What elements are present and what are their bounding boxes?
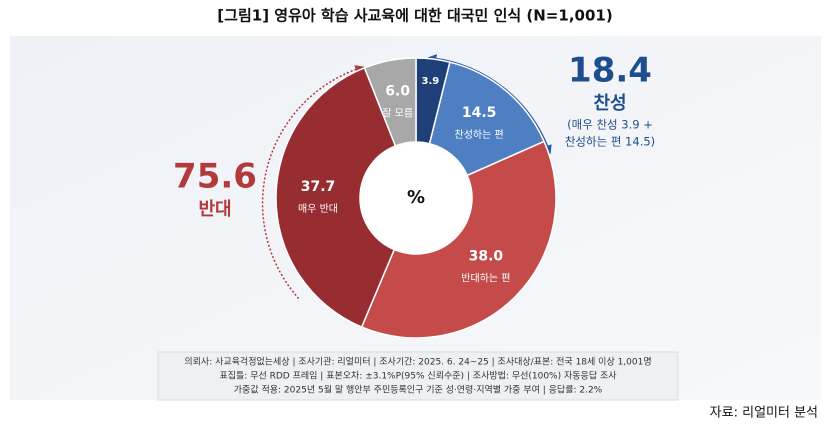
donut-segment (363, 57, 417, 147)
agree-note: (매우 찬성 3.9 + (567, 118, 653, 132)
donut-segment (275, 66, 397, 329)
value-label: 37.7 (301, 179, 336, 195)
category-label: 찬성하는 편 (455, 128, 504, 141)
category-label: 매우 반대 (298, 203, 338, 215)
agree-total: 18.4 (568, 51, 652, 91)
disagree-label: 반대 (198, 199, 231, 220)
value-label: 3.9 (422, 76, 440, 87)
agree-arc (427, 54, 552, 155)
footnote-line: 가중값 적용: 2025년 5월 말 행안부 주민등록인구 기준 성·연령·지역… (234, 384, 603, 396)
center-label: % (407, 187, 425, 208)
value-label: 38.0 (469, 249, 504, 265)
value-label: 14.5 (462, 105, 497, 121)
footnote-line: 의뢰사: 사교육걱정없는세상 | 조사기관: 리얼미터 | 조사기간: 2025… (184, 356, 651, 368)
disagree-arc (261, 65, 365, 301)
donut-segment (360, 140, 557, 339)
category-label: 잘 모름 (382, 108, 413, 120)
agree-label: 찬성 (593, 93, 626, 114)
agree-note: 찬성하는 편 14.5) (565, 135, 655, 149)
category-label: 반대하는 편 (461, 272, 510, 285)
value-label: 6.0 (385, 84, 410, 100)
disagree-total: 75.6 (173, 157, 257, 197)
chart-title: [그림1] 영유아 학습 사교육에 대한 대국민 인식 (N=1,001) (217, 7, 612, 25)
donut-hole (361, 143, 471, 253)
source: 자료: 리얼미터 분석 (710, 406, 818, 421)
footnote-line: 표집틀: 무선 RDD 프레임 | 표본오차: ±3.1%P(95% 신뢰수준)… (219, 370, 617, 382)
footnote-box (157, 351, 679, 401)
